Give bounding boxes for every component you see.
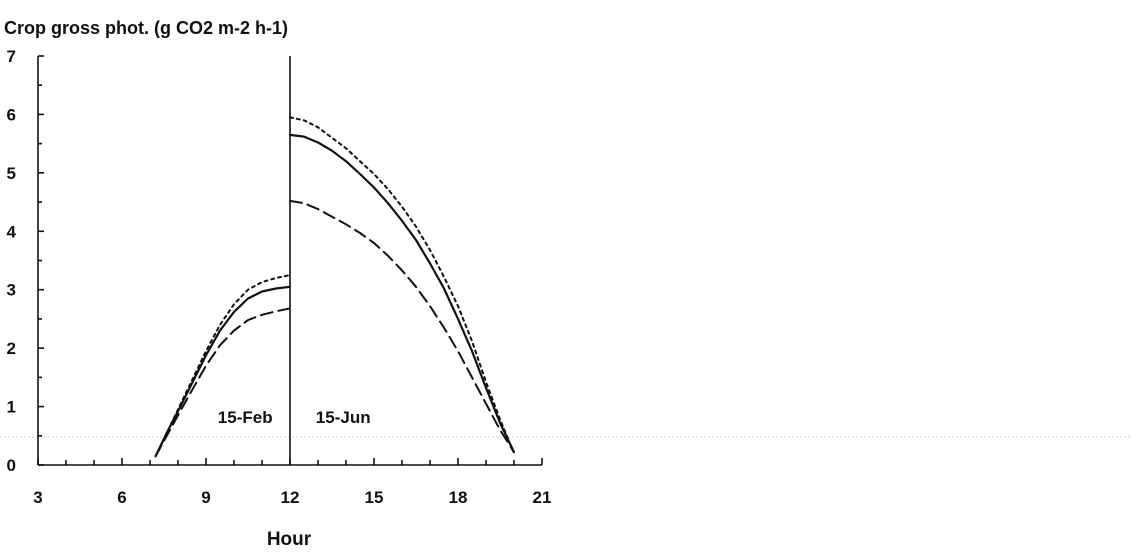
y-tick-label-7: 7 bbox=[7, 47, 16, 66]
annotation-1: 15-Jun bbox=[316, 408, 371, 427]
y-tick-label-0: 0 bbox=[7, 456, 16, 475]
x-tick-label-6: 6 bbox=[117, 488, 126, 507]
x-tick-label-15: 15 bbox=[365, 488, 384, 507]
y-tick-label-4: 4 bbox=[7, 222, 17, 241]
y-tick-label-6: 6 bbox=[7, 105, 16, 124]
series-dashed-segment-0 bbox=[154, 307, 291, 458]
x-tick-label-18: 18 bbox=[449, 488, 468, 507]
y-tick-label-1: 1 bbox=[7, 398, 16, 417]
annotation-0: 15-Feb bbox=[218, 408, 273, 427]
x-axis-ticks: 3 6 9 12 15 18 21 bbox=[33, 458, 551, 507]
series-dashed-segment-1 bbox=[289, 199, 515, 454]
series-dotted-segment-1 bbox=[289, 116, 515, 455]
series-solid-segment-0 bbox=[154, 285, 292, 458]
x-axis-title: Hour bbox=[267, 529, 312, 550]
annotations: 15-Feb 15-Jun bbox=[218, 408, 371, 427]
chart-title: Crop gross phot. (g CO2 m-2 h-1) bbox=[4, 18, 288, 38]
y-tick-label-3: 3 bbox=[7, 281, 16, 300]
x-tick-label-12: 12 bbox=[281, 488, 300, 507]
x-tick-label-9: 9 bbox=[201, 488, 210, 507]
series-dotted-segment-0 bbox=[154, 274, 291, 458]
y-axis-ticks: 0 1 2 3 4 5 6 7 bbox=[7, 47, 44, 475]
series-group bbox=[154, 116, 516, 458]
series-solid-segment-1 bbox=[288, 133, 516, 454]
x-tick-label-3: 3 bbox=[33, 488, 42, 507]
y-tick-label-2: 2 bbox=[7, 339, 16, 358]
x-tick-label-21: 21 bbox=[533, 488, 552, 507]
y-tick-label-5: 5 bbox=[7, 164, 16, 183]
